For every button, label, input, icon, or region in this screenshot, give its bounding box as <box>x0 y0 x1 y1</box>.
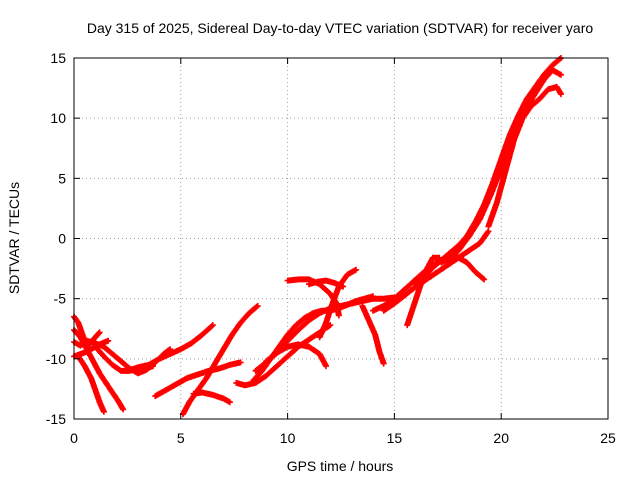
data-point-markers <box>438 254 488 283</box>
data-point-markers <box>316 266 359 341</box>
series-arc-14 <box>263 341 329 370</box>
data-point-markers <box>124 322 216 374</box>
series-arc-18 <box>359 302 387 367</box>
x-tick-label: 25 <box>600 430 616 446</box>
x-axis-label: GPS time / hours <box>287 458 394 474</box>
x-tick-label: 5 <box>177 430 185 446</box>
x-tick-label: 20 <box>493 430 509 446</box>
x-tick-label: 15 <box>387 430 403 446</box>
data-points <box>71 55 564 418</box>
x-tick-label: 10 <box>280 430 296 446</box>
axis-ticks <box>73 57 609 420</box>
y-tick-label: 10 <box>50 110 66 126</box>
data-point-markers <box>263 341 329 370</box>
y-tick-label: 15 <box>50 50 66 66</box>
data-point-markers <box>359 302 387 367</box>
x-tick-label: 0 <box>70 430 78 446</box>
series-arc-10 <box>190 389 233 406</box>
data-point-markers <box>190 389 233 406</box>
series-arc-17 <box>306 277 347 290</box>
series-arc-25 <box>485 83 564 230</box>
y-axis-label: SDTVAR / TECUs <box>6 182 22 294</box>
series-arc-7 <box>124 322 216 374</box>
chart-title: Day 315 of 2025, Sidereal Day-to-day VTE… <box>87 20 593 36</box>
x-tick-labels: 0 5 10 15 20 25 <box>70 430 616 446</box>
y-tick-label: 5 <box>58 170 66 186</box>
data-point-markers <box>306 277 347 290</box>
y-tick-label: -5 <box>54 291 67 307</box>
y-tick-label: -10 <box>46 351 66 367</box>
data-point-markers <box>485 83 564 230</box>
y-tick-label: 0 <box>58 231 66 247</box>
y-tick-label: -15 <box>46 411 66 427</box>
series-arc-16 <box>316 266 359 341</box>
series-arc-24 <box>438 254 488 283</box>
y-tick-labels: -15 -10 -5 0 5 10 15 <box>46 50 66 427</box>
